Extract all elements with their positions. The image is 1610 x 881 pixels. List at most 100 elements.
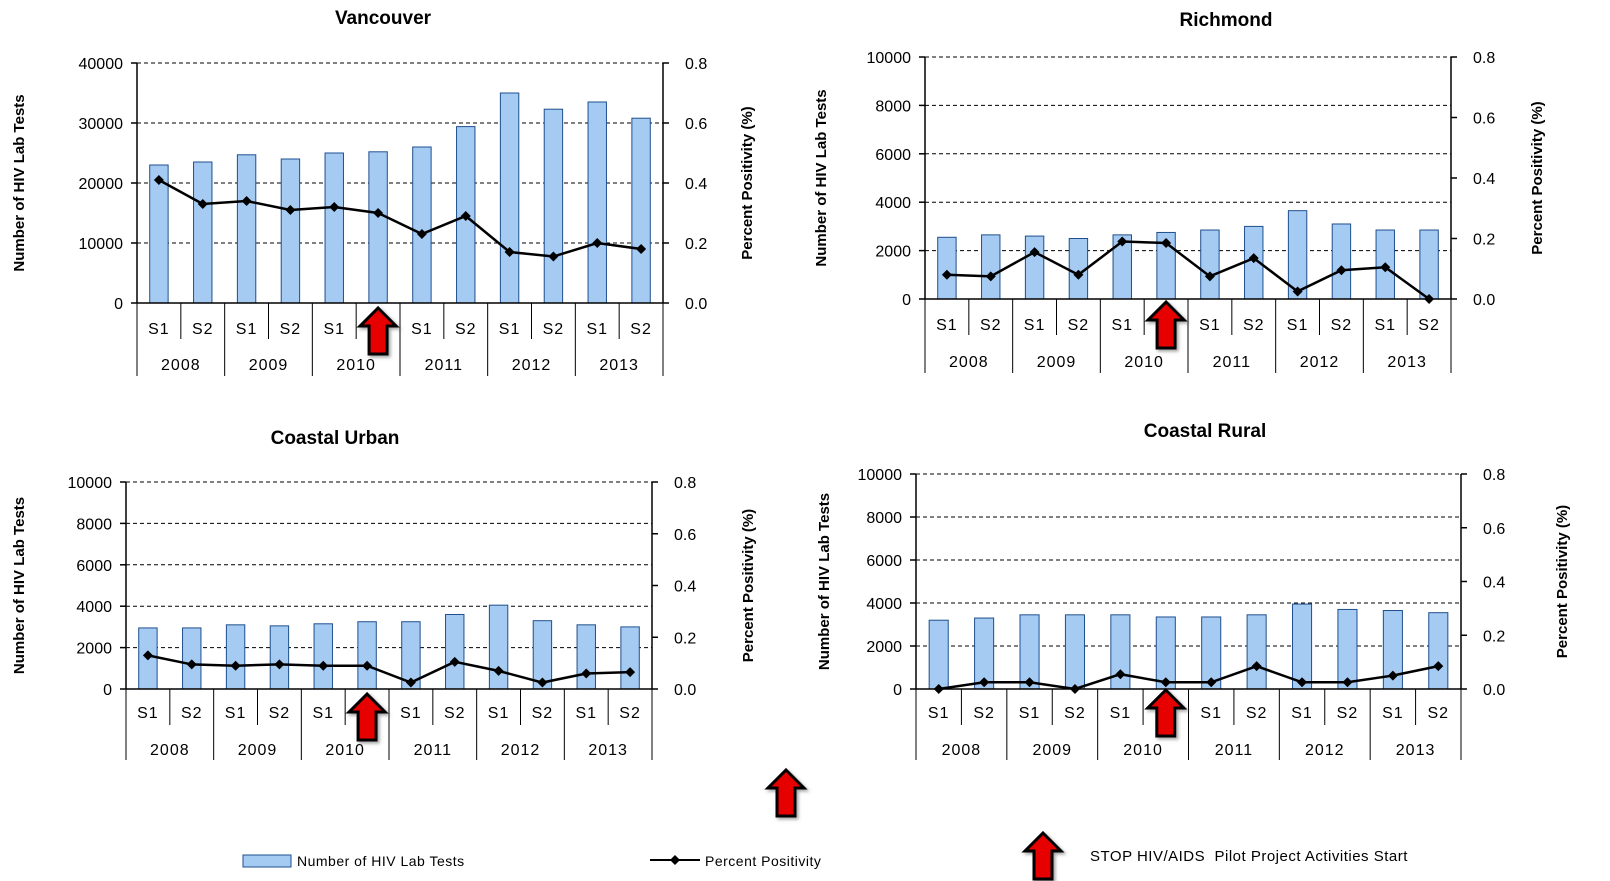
y2-tick-label: 0.8 xyxy=(1483,467,1505,484)
y-tick-label: 20000 xyxy=(79,176,124,193)
bar xyxy=(488,604,509,690)
y-tick-label: 10000 xyxy=(79,236,124,253)
positivity-point xyxy=(449,656,460,667)
intervention-arrow-icon xyxy=(1144,687,1188,738)
bar xyxy=(543,108,564,304)
category-label: S1 xyxy=(400,705,422,722)
category-label: S1 xyxy=(411,321,433,338)
category-label: S1 xyxy=(488,705,510,722)
y-tick-label: 2000 xyxy=(76,641,112,658)
category-label: S1 xyxy=(928,705,950,722)
positivity-point xyxy=(625,667,636,678)
year-label: 2013 xyxy=(599,357,639,374)
bar xyxy=(269,625,290,690)
y-tick-label: 8000 xyxy=(76,516,112,533)
year-label: 2012 xyxy=(501,742,541,759)
positivity-point xyxy=(1387,670,1398,681)
positivity-point xyxy=(1024,677,1035,688)
y2-tick-label: 0.4 xyxy=(685,176,707,193)
bar xyxy=(1428,612,1449,690)
y-tick-label: 6000 xyxy=(866,553,902,570)
category-label: S2 xyxy=(269,705,291,722)
category-label: S1 xyxy=(323,321,345,338)
positivity-point xyxy=(230,660,241,671)
bar xyxy=(1292,603,1313,690)
category-label: S2 xyxy=(1331,317,1353,334)
intervention-arrow-icon xyxy=(356,305,400,356)
category-label: S2 xyxy=(181,705,203,722)
positivity-point xyxy=(548,251,559,262)
bar xyxy=(280,158,301,304)
y-tick-label: 6000 xyxy=(76,558,112,575)
bar xyxy=(1200,229,1220,300)
chart-title: Coastal Urban xyxy=(271,428,400,449)
legend-bar-label: Number of HIV Lab Tests xyxy=(297,853,465,869)
y-tick-label: 10000 xyxy=(858,467,903,484)
category-label: S2 xyxy=(973,705,995,722)
positivity-point xyxy=(1161,238,1172,249)
year-label: 2010 xyxy=(336,357,376,374)
year-label: 2009 xyxy=(249,357,289,374)
bar xyxy=(357,621,377,690)
year-label: 2012 xyxy=(1300,354,1340,371)
year-label: 2010 xyxy=(1124,354,1164,371)
y2-tick-label: 0.0 xyxy=(674,682,696,699)
category-label: S1 xyxy=(1287,317,1309,334)
year-label: 2013 xyxy=(1396,742,1436,759)
bar xyxy=(620,626,640,690)
year-label: 2009 xyxy=(1032,742,1072,759)
year-label: 2008 xyxy=(161,357,201,374)
positivity-point xyxy=(979,677,990,688)
y-tick-label: 4000 xyxy=(875,195,911,212)
y2-tick-label: 0.8 xyxy=(1473,50,1495,67)
category-label: S1 xyxy=(1291,705,1313,722)
category-label: S2 xyxy=(192,321,214,338)
category-label: S2 xyxy=(444,705,466,722)
positivity-point xyxy=(318,660,329,671)
positivity-point xyxy=(592,238,603,248)
positivity-point xyxy=(985,271,996,282)
y2-axis-title: Percent Positivity (%) xyxy=(1529,101,1546,254)
positivity-point xyxy=(1424,294,1435,304)
bar xyxy=(937,236,957,300)
legend-bar-swatch xyxy=(242,854,292,868)
y-axis-title: Number of HIV Lab Tests xyxy=(11,94,28,271)
bar xyxy=(928,619,949,690)
positivity-point xyxy=(1115,669,1126,680)
category-label: S2 xyxy=(630,321,652,338)
y-axis-title: Number of HIV Lab Tests xyxy=(816,493,833,670)
positivity-point xyxy=(142,650,153,661)
bar xyxy=(412,146,432,304)
y2-axis-title: Percent Positivity (%) xyxy=(1554,505,1571,658)
y-tick-label: 4000 xyxy=(76,599,112,616)
category-label: S2 xyxy=(1246,705,1268,722)
category-label: S2 xyxy=(532,705,554,722)
category-label: S1 xyxy=(236,321,258,338)
positivity-point xyxy=(941,269,952,280)
positivity-point xyxy=(186,659,197,670)
category-label: S1 xyxy=(137,705,159,722)
positivity-line xyxy=(158,178,642,258)
category-label: S1 xyxy=(1111,317,1133,334)
category-label: S2 xyxy=(1068,317,1090,334)
positivity-point xyxy=(1069,684,1080,694)
positivity-point xyxy=(1297,677,1308,688)
positivity-point xyxy=(1073,269,1084,280)
category-label: S1 xyxy=(1374,317,1396,334)
y2-axis-title: Percent Positivity (%) xyxy=(740,509,757,662)
y-tick-label: 10000 xyxy=(867,50,912,67)
positivity-point xyxy=(537,677,548,688)
category-label: S1 xyxy=(1110,705,1132,722)
positivity-point xyxy=(373,208,384,218)
positivity-point xyxy=(504,247,515,257)
category-label: S2 xyxy=(455,321,477,338)
y2-tick-label: 0.0 xyxy=(1483,682,1505,699)
positivity-point xyxy=(1433,661,1444,672)
legend-arrow-label: STOP HIV/AIDS Pilot Project Activities S… xyxy=(1090,848,1408,865)
category-label: S2 xyxy=(1243,317,1265,334)
y-tick-label: 2000 xyxy=(866,639,902,656)
bar xyxy=(182,627,202,690)
y-tick-label: 8000 xyxy=(875,98,911,115)
y2-axis-title: Percent Positivity (%) xyxy=(739,106,756,259)
y-tick-label: 6000 xyxy=(875,147,911,164)
